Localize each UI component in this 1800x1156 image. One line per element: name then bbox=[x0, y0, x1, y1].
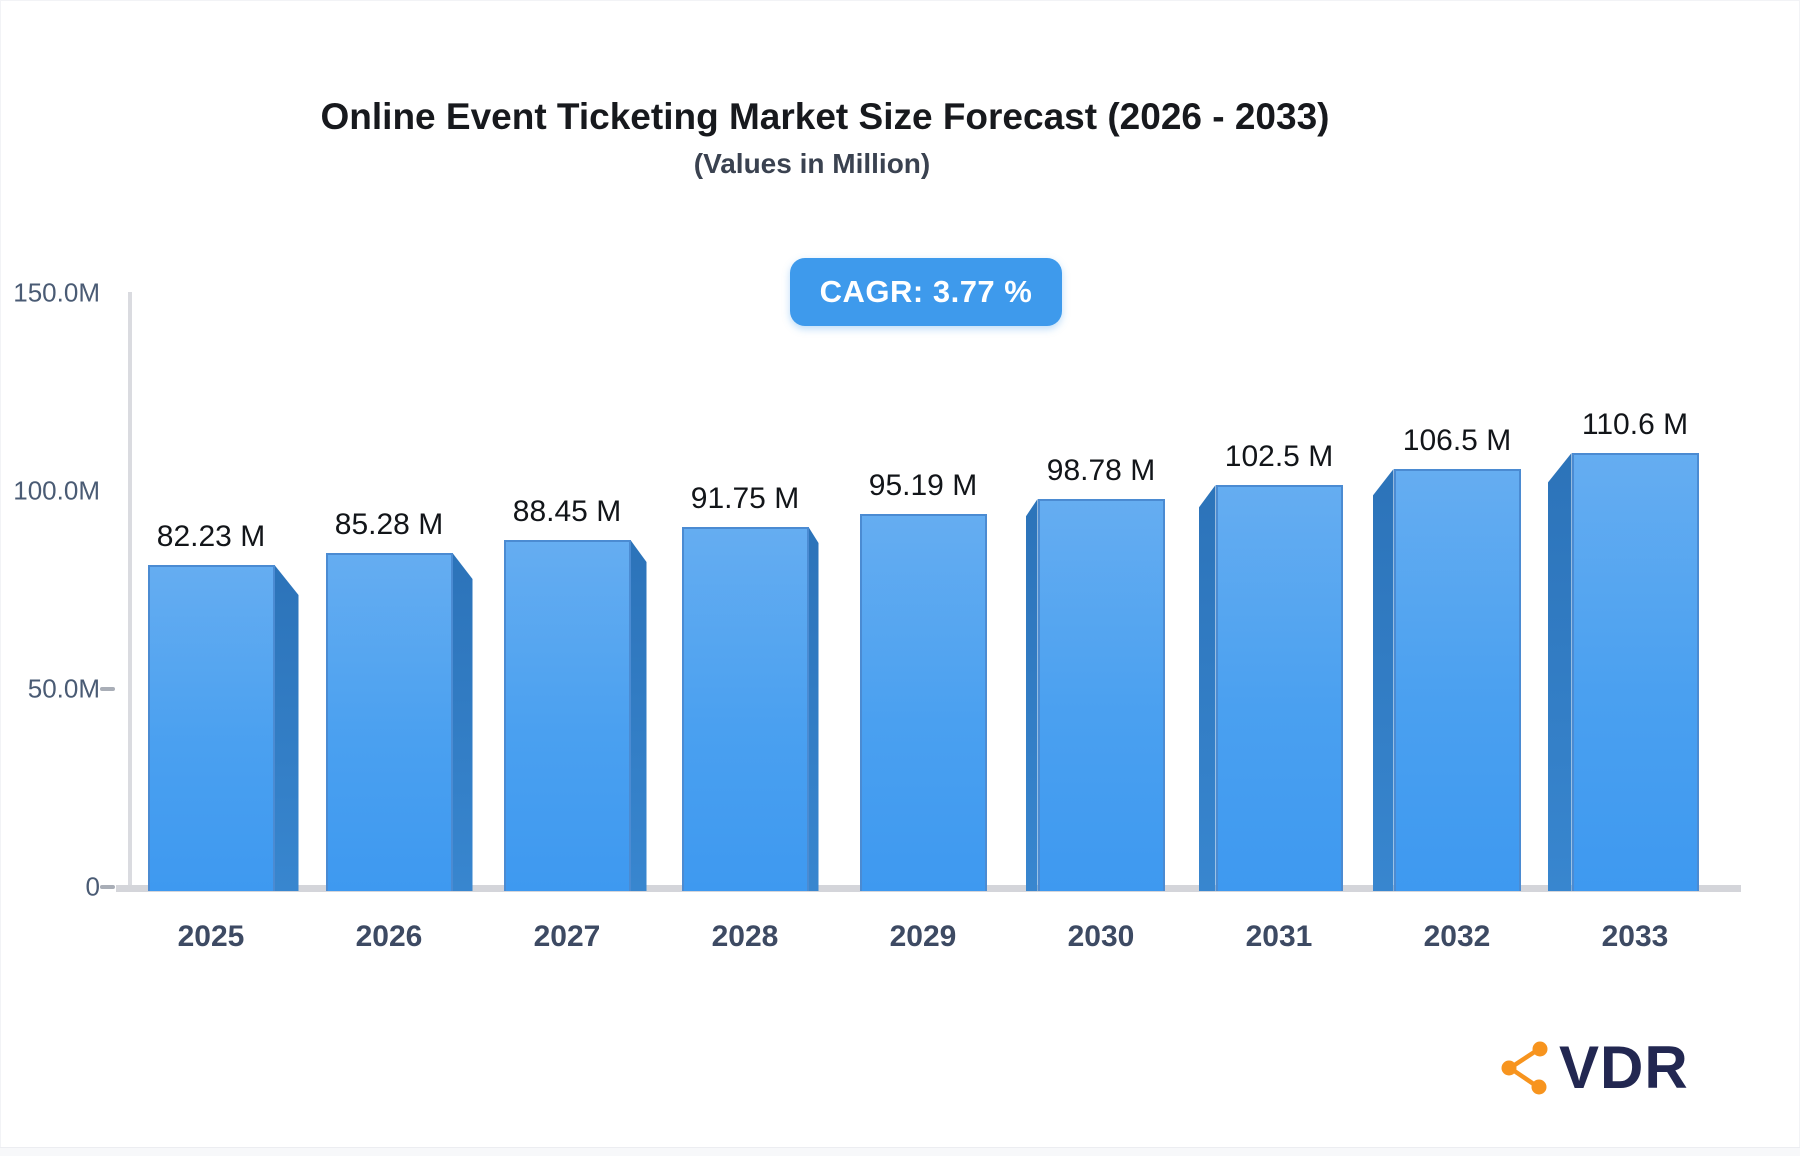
bar-front-face bbox=[1215, 485, 1343, 891]
bar bbox=[325, 553, 473, 891]
bar-value-label: 82.23 M bbox=[156, 520, 266, 553]
x-axis-label: 2030 bbox=[1067, 920, 1135, 953]
y-axis-label-0: 0 bbox=[85, 871, 100, 902]
bar-front-face bbox=[681, 527, 809, 891]
bar bbox=[1547, 453, 1699, 891]
x-axis-label: 2031 bbox=[1245, 920, 1313, 953]
brand-logo: VDR bbox=[1500, 1038, 1689, 1098]
bar bbox=[681, 527, 819, 891]
bar bbox=[1372, 469, 1521, 891]
bar bbox=[1198, 485, 1343, 891]
bar-value-label: 88.45 M bbox=[512, 495, 622, 528]
bar-value-label: 102.5 M bbox=[1224, 440, 1334, 473]
bar-side-face bbox=[274, 565, 299, 891]
bar-value-label: 110.6 M bbox=[1581, 408, 1689, 441]
y-axis-label-100: 100.0M bbox=[13, 475, 100, 506]
bar-side-face bbox=[452, 553, 473, 891]
bottom-border-strip bbox=[0, 1147, 1800, 1156]
y-axis-line bbox=[128, 292, 132, 890]
bar-value-label: 95.19 M bbox=[868, 469, 978, 502]
bar bbox=[147, 565, 299, 891]
bar-front-face bbox=[325, 553, 453, 891]
x-axis-label: 2029 bbox=[889, 920, 957, 953]
x-axis-label: 2032 bbox=[1423, 920, 1491, 953]
bar-value-label: 106.5 M bbox=[1402, 424, 1512, 457]
bar-side-face bbox=[1547, 453, 1572, 891]
bar-front-face bbox=[859, 514, 987, 891]
bar-side-face bbox=[1025, 499, 1038, 891]
bar bbox=[859, 514, 987, 891]
y-axis-label-50: 50.0M bbox=[27, 673, 100, 704]
x-axis-label: 2028 bbox=[711, 920, 779, 953]
brand-logo-text: VDR bbox=[1559, 1034, 1689, 1101]
bar-value-label: 98.78 M bbox=[1046, 454, 1156, 487]
bar-front-face bbox=[1393, 469, 1521, 891]
chart-subtitle: (Values in Million) bbox=[693, 148, 931, 179]
bar-side-face bbox=[808, 527, 819, 891]
bar-front-face bbox=[147, 565, 275, 891]
bar-value-label: 91.75 M bbox=[690, 482, 800, 515]
x-axis-label: 2027 bbox=[533, 920, 601, 953]
bar-side-face bbox=[1372, 469, 1394, 891]
y-axis-label-150: 150.0M bbox=[13, 277, 100, 308]
bar-side-face bbox=[1198, 485, 1216, 891]
bar-front-face bbox=[1037, 499, 1165, 891]
x-axis-label: 2026 bbox=[355, 920, 423, 953]
bar bbox=[1025, 499, 1165, 891]
y-axis-tick-50 bbox=[100, 687, 115, 691]
x-axis-label: 2025 bbox=[177, 920, 245, 953]
bar bbox=[503, 540, 647, 891]
share-network-icon bbox=[1501, 1041, 1548, 1095]
bar-front-face bbox=[503, 540, 631, 891]
cagr-badge: CAGR: 3.77 % bbox=[790, 258, 1062, 326]
bar-value-label: 85.28 M bbox=[334, 508, 444, 541]
chart-title: Online Event Ticketing Market Size Forec… bbox=[320, 96, 1330, 137]
x-axis-label: 2033 bbox=[1601, 920, 1669, 953]
bar-side-face bbox=[630, 540, 647, 891]
bar-front-face bbox=[1571, 453, 1699, 891]
y-axis-tick-0 bbox=[100, 885, 115, 889]
